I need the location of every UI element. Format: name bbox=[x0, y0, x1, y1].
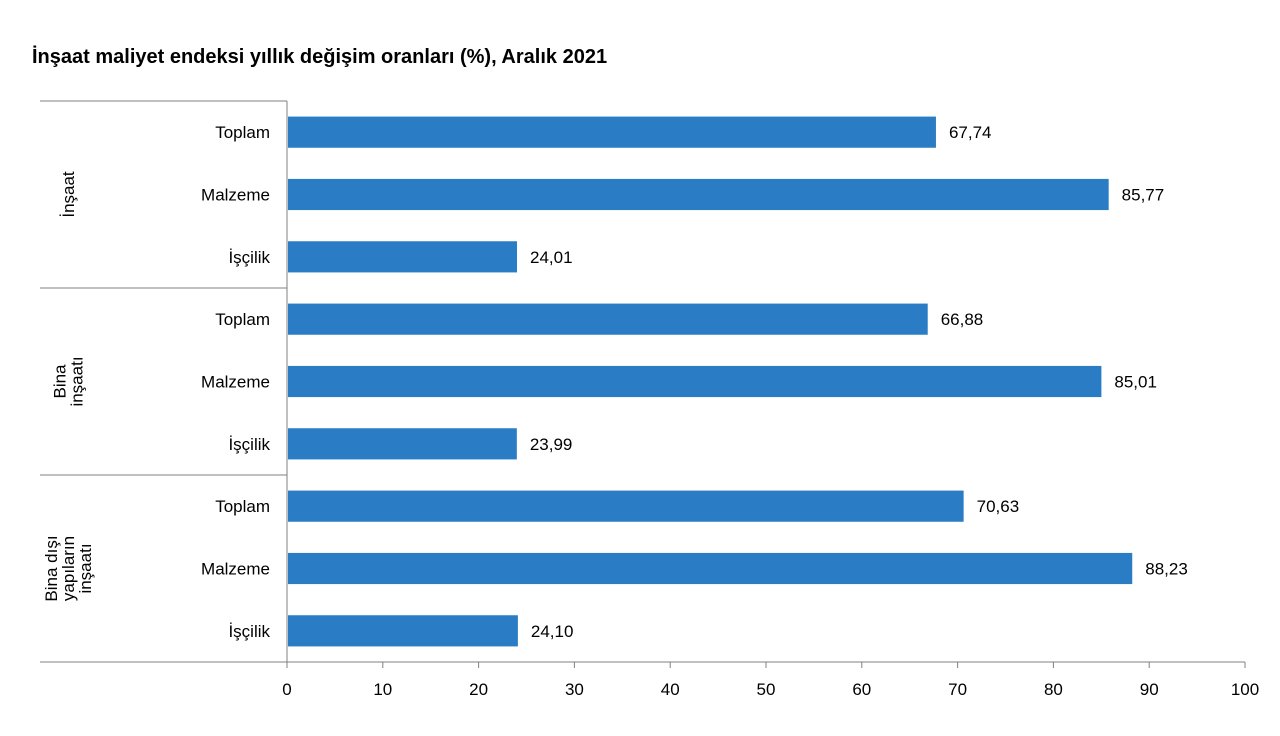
value-label: 88,23 bbox=[1145, 560, 1188, 579]
x-tick-label: 100 bbox=[1231, 680, 1259, 699]
value-label: 23,99 bbox=[530, 435, 573, 454]
category-label: Toplam bbox=[215, 310, 270, 329]
bar bbox=[288, 303, 928, 335]
category-label: Toplam bbox=[215, 497, 270, 516]
x-tick-label: 50 bbox=[757, 680, 776, 699]
value-label: 24,01 bbox=[530, 248, 573, 267]
bar bbox=[288, 116, 936, 148]
value-label: 66,88 bbox=[941, 310, 984, 329]
x-tick-label: 90 bbox=[1140, 680, 1159, 699]
category-label: İşçilik bbox=[228, 622, 270, 641]
bar bbox=[288, 552, 1133, 585]
group-label-line: inşaatı bbox=[68, 356, 87, 406]
category-label: Malzeme bbox=[201, 186, 270, 205]
bar bbox=[288, 241, 518, 273]
bar bbox=[288, 490, 964, 522]
group-label: Bina dışıyapılarıninşaatı bbox=[42, 535, 95, 601]
category-label: Toplam bbox=[215, 123, 270, 142]
group-label: Binainşaatı bbox=[51, 356, 87, 406]
x-tick-label: 80 bbox=[1044, 680, 1063, 699]
x-tick-label: 20 bbox=[469, 680, 488, 699]
x-tick-label: 10 bbox=[373, 680, 392, 699]
category-label: İşçilik bbox=[228, 435, 270, 454]
value-label: 85,77 bbox=[1122, 186, 1165, 205]
x-tick-label: 40 bbox=[661, 680, 680, 699]
value-label: 85,01 bbox=[1114, 373, 1157, 392]
group-label-line: inşaatı bbox=[76, 543, 95, 593]
group-label-line: Bina bbox=[51, 364, 70, 399]
bar bbox=[288, 428, 517, 460]
group-label: İnşaat bbox=[59, 171, 78, 218]
group-label-line: Bina dışı bbox=[42, 535, 61, 601]
category-label: İşçilik bbox=[228, 248, 270, 267]
x-tick-label: 30 bbox=[565, 680, 584, 699]
value-label: 24,10 bbox=[531, 622, 574, 641]
chart-title: İnşaat maliyet endeksi yıllık değişim or… bbox=[32, 46, 608, 68]
category-label: Malzeme bbox=[201, 373, 270, 392]
x-tick-label: 0 bbox=[282, 680, 291, 699]
bar bbox=[288, 365, 1102, 398]
group-label-line: yapıların bbox=[59, 536, 78, 601]
x-tick-label: 60 bbox=[852, 680, 871, 699]
bar bbox=[288, 615, 518, 647]
group-label-line: İnşaat bbox=[59, 171, 78, 218]
value-label: 67,74 bbox=[949, 123, 992, 142]
bar bbox=[288, 178, 1109, 211]
x-tick-label: 70 bbox=[948, 680, 967, 699]
value-label: 70,63 bbox=[977, 497, 1020, 516]
category-label: Malzeme bbox=[201, 560, 270, 579]
